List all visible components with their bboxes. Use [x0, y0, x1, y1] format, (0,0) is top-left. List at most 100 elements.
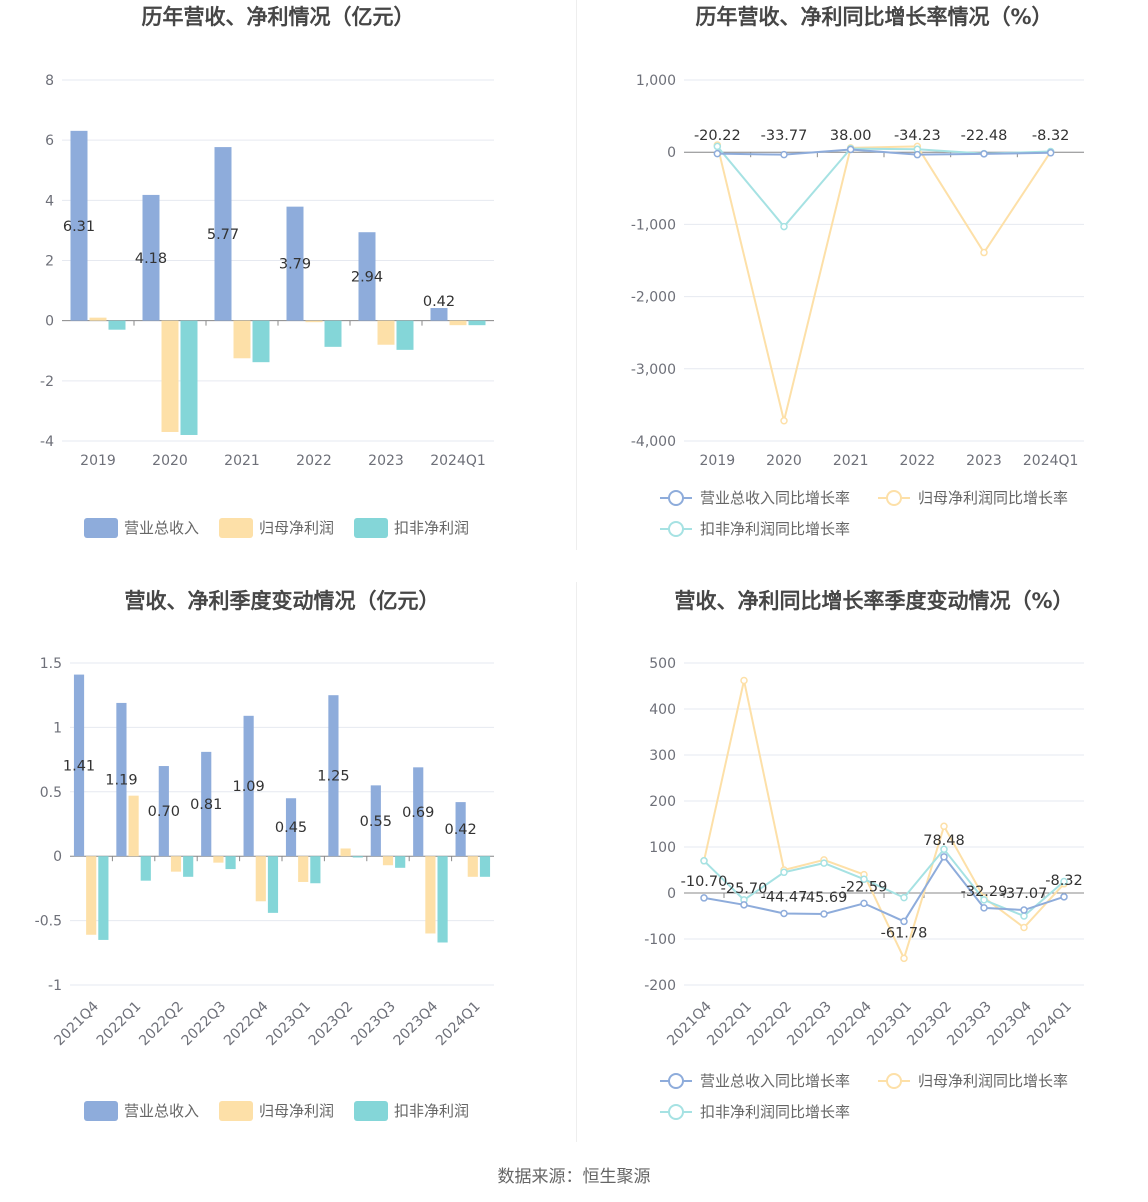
bar-营业总收入 — [116, 702, 127, 857]
x-tick-label: 2020 — [766, 453, 802, 469]
line-point-营业总收入同比增长率 — [780, 150, 788, 159]
bar-扣非净利润 — [468, 320, 486, 326]
line-point-营业总收入同比增长率 — [740, 901, 748, 909]
line-data-label: -8.32 — [1032, 128, 1070, 144]
x-tick-label: 2024Q1 — [1023, 453, 1079, 469]
quarterly-bar-chart-panel: 营收、净利季度变动情况（亿元） -1 -0.5 0 0.5 1 1.5 2021Q4 2022Q… — [0, 582, 574, 1162]
bar-data-label: 0.69 — [402, 805, 434, 821]
line-data-label: 38.00 — [830, 128, 872, 144]
legend-marker — [668, 1073, 684, 1089]
bar-扣非净利润 — [108, 320, 126, 330]
line-营业总收入同比增长率 — [717, 148, 1051, 156]
annual-growth-line-chart-panel: 历年营收、净利同比增长率情况（%） -4,000 -3,000 -2,000 -1,00… — [574, 0, 1148, 580]
y-tick-label: 400 — [649, 702, 676, 718]
bar-data-label: 0.55 — [360, 814, 392, 830]
line-data-label: -22.48 — [961, 128, 1008, 144]
line-data-label: -44.47 — [761, 889, 808, 905]
line-point-扣非净利润同比增长率 — [820, 859, 828, 867]
bar-营业总收入 — [413, 767, 424, 857]
chart-title: 营收、净利同比增长率季度变动情况（%） — [674, 589, 1073, 613]
bar-扣非净利润 — [310, 856, 321, 884]
bar-扣非净利润 — [252, 320, 270, 363]
bar-归母净利润 — [305, 320, 323, 323]
bar-营业总收入 — [201, 751, 212, 857]
bar-营业总收入 — [455, 802, 466, 857]
bar-data-label: 0.70 — [148, 804, 180, 820]
line-data-label: -32.29 — [961, 884, 1008, 900]
line-point-营业总收入同比增长率 — [1046, 149, 1055, 157]
bar-data-label: 1.19 — [105, 773, 137, 789]
x-tick-label: 2022Q3 — [179, 999, 230, 1050]
x-tick-label: 2022 — [900, 453, 936, 469]
x-tick-label: 2024Q1 — [433, 999, 484, 1050]
line-point-归母净利润同比增长率 — [940, 822, 948, 831]
bar-data-label: 1.09 — [232, 779, 264, 795]
x-tick-label: 2024Q1 — [1024, 999, 1075, 1050]
line-point-营业总收入同比增长率 — [820, 910, 828, 918]
line-营业总收入同比增长率 — [703, 855, 1065, 923]
line-point-营业总收入同比增长率 — [940, 853, 948, 861]
line-归母净利润同比增长率 — [703, 680, 1065, 962]
bar-扣非净利润 — [324, 320, 342, 347]
legend-label: 营业总收入同比增长率 — [700, 489, 850, 507]
x-tick-label: 2022Q1 — [94, 999, 145, 1050]
x-tick-label: 2019 — [700, 453, 736, 469]
bar-营业总收入 — [142, 194, 160, 321]
line-point-扣非净利润同比增长率 — [700, 857, 708, 865]
y-tick-label: 100 — [649, 840, 676, 856]
y-tick-label: 300 — [649, 748, 676, 764]
bar-data-label: 6.31 — [63, 219, 95, 235]
chart-title: 历年营收、净利情况（亿元） — [142, 5, 415, 29]
bar-归母净利润 — [340, 848, 351, 857]
y-tick-label: 200 — [649, 794, 676, 810]
legend-label: 营业总收入 — [124, 519, 199, 537]
bar-营业总收入 — [430, 308, 448, 321]
legend-label: 归母净利润 — [259, 1102, 334, 1120]
bar-归母净利润 — [377, 320, 395, 345]
line-point-扣非净利润同比增长率 — [900, 893, 908, 902]
vertical-divider-bottom — [576, 582, 577, 1142]
bar-扣非净利润 — [395, 856, 406, 868]
legend-swatch — [84, 1101, 118, 1121]
bar-扣非净利润 — [180, 320, 198, 435]
line-point-营业总收入同比增长率 — [980, 904, 988, 912]
bar-归母净利润 — [298, 856, 309, 882]
vertical-divider-top — [576, 0, 577, 550]
y-tick-label: 0 — [45, 314, 54, 330]
line-point-营业总收入同比增长率 — [900, 917, 908, 926]
y-tick-label: 1,000 — [636, 73, 676, 89]
x-tick-label: 2023 — [966, 453, 1002, 469]
annual-bar-chart-panel: 历年营收、净利情况（亿元） -4 -2 0 2 4 6 8 2019 2020 2021 2022 20… — [0, 0, 574, 580]
y-tick-label: 1 — [53, 720, 62, 736]
legend-marker — [668, 521, 684, 537]
line-point-营业总收入同比增长率 — [780, 909, 788, 918]
legend-label: 扣非净利润同比增长率 — [700, 520, 850, 538]
legend-swatch — [84, 518, 118, 538]
bar-归母净利润 — [128, 795, 139, 857]
bar-归母净利润 — [233, 320, 251, 359]
bar-归母净利润 — [161, 320, 179, 432]
y-tick-label: 1.5 — [40, 656, 62, 672]
y-tick-label: -1,000 — [631, 217, 676, 233]
legend-label: 扣非净利润 — [394, 1102, 469, 1120]
line-data-label: -61.78 — [881, 925, 928, 941]
bar-营业总收入 — [286, 206, 304, 321]
bar-营业总收入 — [70, 130, 88, 321]
x-tick-label: 2023 — [368, 453, 404, 469]
line-point-营业总收入同比增长率 — [860, 899, 868, 908]
line-归母净利润同比增长率 — [716, 144, 1052, 422]
bar-扣非净利润 — [267, 856, 279, 913]
line-point-营业总收入同比增长率 — [1060, 893, 1068, 901]
line-data-label: 78.48 — [923, 833, 965, 849]
line-data-label: -34.23 — [894, 128, 941, 144]
line-data-label: -37.07 — [1001, 886, 1048, 902]
x-tick-label: 2022Q4 — [221, 998, 272, 1049]
legend-swatch — [354, 1101, 388, 1121]
legend-label: 归母净利润 — [259, 519, 334, 537]
y-tick-label: 0 — [667, 886, 676, 902]
bar-营业总收入 — [328, 695, 339, 857]
y-tick-label: -4,000 — [631, 434, 676, 450]
bar-data-label: 2.94 — [351, 269, 383, 285]
y-tick-label: -4 — [40, 434, 54, 450]
annual-growth-rate-chart: 历年营收、净利同比增长率情况（%） -4,000 -3,000 -2,000 -1,00… — [631, 5, 1084, 538]
